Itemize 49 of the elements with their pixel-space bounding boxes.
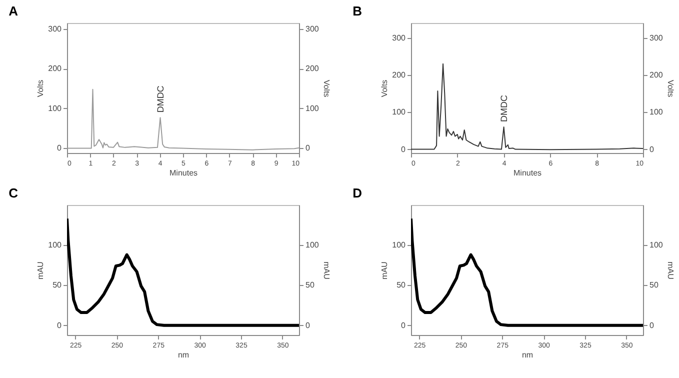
- y-axis-title: mAU: [380, 261, 390, 280]
- y-tick-label: 200: [392, 70, 406, 80]
- chart-title: C: [8, 185, 19, 200]
- y2-tick-label: 100: [306, 240, 320, 250]
- y-tick-label: 0: [401, 144, 406, 154]
- y-tick-label: 200: [48, 64, 62, 74]
- line-series: [411, 63, 643, 150]
- y2-tick-label: 0: [306, 144, 310, 153]
- y2-tick-label: 200: [650, 70, 664, 80]
- annotation: DMDC: [498, 94, 509, 122]
- chart-title: A: [8, 3, 19, 18]
- y2-axis-title: Volts: [666, 80, 675, 98]
- y2-tick-label: 0: [650, 144, 654, 154]
- chart-title: B: [352, 3, 362, 18]
- y-tick-label: 50: [52, 280, 62, 290]
- line-series: [67, 217, 299, 327]
- y2-axis-title: mAU: [322, 262, 331, 280]
- x-axis-title: nm: [178, 350, 190, 360]
- chart-title: D: [352, 185, 362, 200]
- y2-tick-label: 100: [650, 108, 664, 117]
- y-tick-label: 0: [401, 320, 406, 330]
- y2-tick-label: 50: [650, 280, 659, 290]
- y-tick-label: 300: [392, 33, 406, 42]
- y-axis-title: Volts: [380, 80, 390, 98]
- y2-axis-title: Volts: [322, 80, 331, 98]
- x-axis-title: Minutes: [513, 168, 542, 178]
- y2-tick-label: 300: [650, 33, 664, 42]
- y-axis-title: Volts: [36, 80, 46, 98]
- y2-tick-label: 0: [306, 320, 310, 330]
- y2-tick-label: 0: [650, 320, 654, 330]
- y-tick-label: 300: [48, 24, 62, 34]
- line-series: [411, 217, 643, 327]
- y2-tick-label: 200: [306, 64, 320, 74]
- annotation: DMDC: [155, 85, 166, 113]
- y2-axis-title: mAU: [666, 262, 675, 280]
- y2-tick-label: 300: [306, 24, 320, 34]
- x-axis-title: nm: [522, 350, 534, 360]
- x-axis-title: Minutes: [169, 168, 198, 178]
- y-tick-label: 100: [48, 240, 62, 250]
- y-tick-label: 0: [57, 144, 62, 153]
- y2-tick-label: 100: [650, 240, 664, 250]
- y-tick-label: 100: [392, 108, 406, 117]
- y2-tick-label: 50: [306, 280, 315, 290]
- y-axis-title: mAU: [36, 261, 46, 280]
- y-tick-label: 100: [48, 104, 62, 113]
- y2-tick-label: 100: [306, 104, 320, 113]
- y-tick-label: 0: [57, 320, 62, 330]
- y-tick-label: 50: [396, 280, 406, 290]
- y-tick-label: 100: [392, 240, 406, 250]
